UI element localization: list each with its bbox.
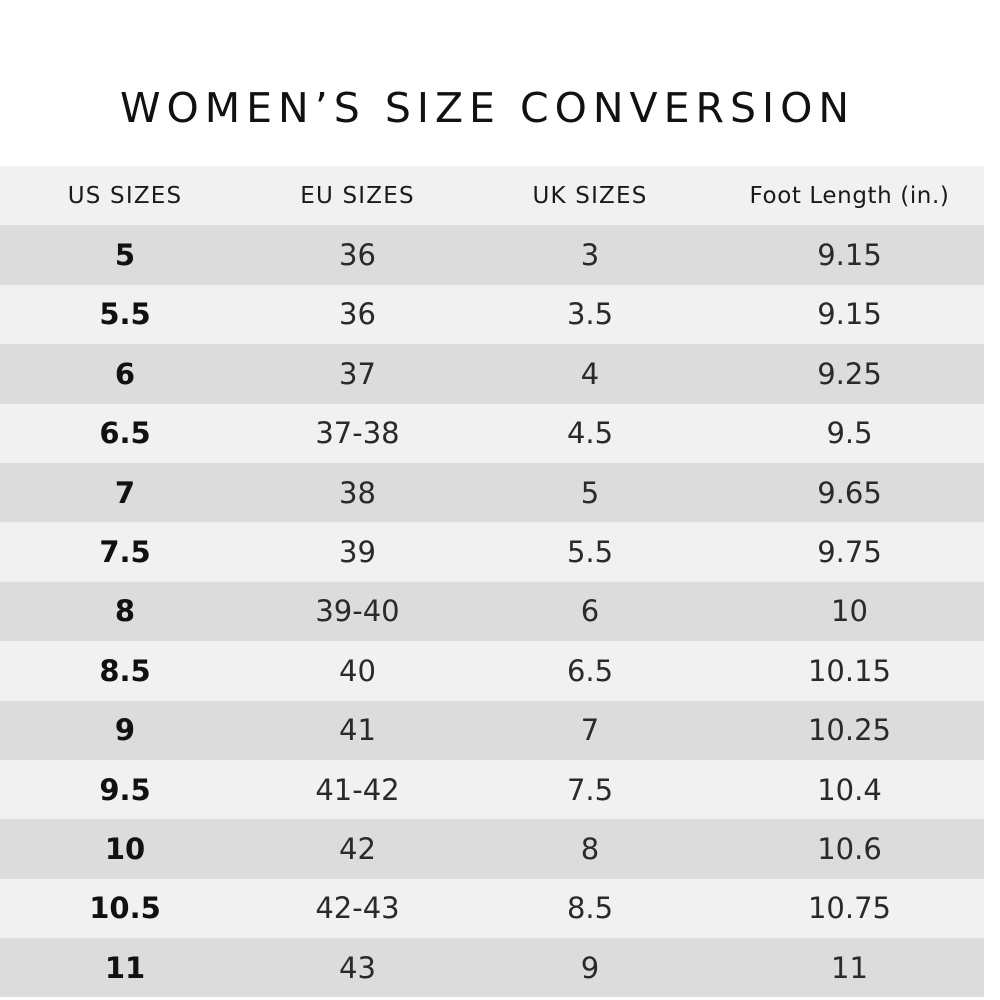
cell-us-size: 9 (114, 713, 136, 748)
cell-us-size: 7.5 (99, 535, 151, 570)
cell-us-size: 10.5 (89, 891, 161, 926)
table-row: 6 37 4 9.25 (0, 344, 984, 404)
cell-eu-size: 41 (339, 713, 376, 748)
header-foot-length: Foot Length (in.) (749, 182, 950, 209)
header-us-sizes: US SIZES (67, 182, 183, 209)
header-eu-sizes: EU SIZES (300, 182, 415, 209)
cell-uk-size: 8 (580, 831, 600, 866)
cell-uk-size: 8.5 (566, 891, 614, 926)
cell-foot-length: 10 (831, 594, 868, 629)
table-row: 7.5 39 5.5 9.75 (0, 522, 984, 582)
cell-us-size: 10 (104, 831, 146, 866)
table-body: 5 36 3 9.15 5.5 36 3.5 9.15 6 37 4 9.25 6.5 37-38 4.5 9… (0, 225, 984, 998)
table-row: 9.5 41-42 7.5 10.4 (0, 759, 984, 820)
cell-foot-length: 10.75 (807, 891, 892, 926)
cell-foot-length: 9.25 (817, 356, 882, 391)
cell-uk-size: 5.5 (566, 535, 614, 570)
cell-us-size: 11 (104, 950, 146, 985)
table-row: 8 39-40 6 10 (0, 581, 984, 642)
cell-eu-size: 36 (339, 297, 376, 332)
cell-uk-size: 7.5 (566, 772, 614, 807)
cell-uk-size: 3 (580, 238, 600, 273)
cell-uk-size: 9 (580, 950, 600, 985)
cell-eu-size: 38 (339, 475, 376, 510)
cell-eu-size: 37-38 (315, 416, 400, 451)
cell-uk-size: 4.5 (566, 416, 614, 451)
cell-us-size: 7 (114, 475, 136, 510)
cell-us-size: 8 (114, 594, 136, 629)
cell-uk-size: 3.5 (566, 297, 614, 332)
table-row: 11 43 9 11 (0, 938, 984, 998)
cell-us-size: 5 (114, 238, 136, 273)
cell-eu-size: 40 (339, 653, 376, 688)
cell-us-size: 6.5 (99, 416, 151, 451)
table-row: 5 36 3 9.15 (0, 225, 984, 285)
table-row: 8.5 40 6.5 10.15 (0, 641, 984, 701)
cell-uk-size: 6 (580, 594, 600, 629)
header-uk-sizes: UK SIZES (532, 182, 648, 209)
cell-uk-size: 4 (580, 356, 600, 391)
cell-foot-length: 9.15 (817, 297, 882, 332)
cell-foot-length: 10.15 (807, 653, 892, 688)
table-row: 10 42 8 10.6 (0, 819, 984, 879)
cell-us-size: 9.5 (99, 772, 151, 807)
cell-foot-length: 9.75 (817, 535, 882, 570)
cell-eu-size: 37 (339, 356, 376, 391)
cell-foot-length: 9.15 (817, 238, 882, 273)
cell-uk-size: 6.5 (566, 653, 614, 688)
cell-eu-size: 36 (339, 238, 376, 273)
table-row: 6.5 37-38 4.5 9.5 (0, 403, 984, 463)
cell-us-size: 8.5 (99, 653, 151, 688)
cell-eu-size: 42 (339, 831, 376, 866)
cell-eu-size: 39 (339, 535, 376, 570)
cell-eu-size: 39-40 (315, 594, 400, 629)
cell-uk-size: 7 (580, 713, 600, 748)
table-header-row: US SIZES EU SIZES UK SIZES Foot Length (… (0, 166, 984, 226)
page-title: WOMEN’S SIZE CONVERSION (119, 84, 856, 132)
cell-eu-size: 43 (339, 950, 376, 985)
cell-foot-length: 10.25 (807, 713, 892, 748)
cell-foot-length: 11 (831, 950, 868, 985)
table-row: 9 41 7 10.25 (0, 700, 984, 760)
size-conversion-table: US SIZES EU SIZES UK SIZES Foot Length (… (0, 166, 984, 998)
cell-eu-size: 41-42 (315, 772, 400, 807)
table-row: 7 38 5 9.65 (0, 462, 984, 523)
cell-foot-length: 9.65 (817, 475, 882, 510)
cell-us-size: 5.5 (99, 297, 151, 332)
cell-uk-size: 5 (580, 475, 600, 510)
cell-us-size: 6 (114, 356, 136, 391)
cell-foot-length: 10.4 (817, 772, 882, 807)
cell-foot-length: 9.5 (826, 416, 873, 451)
table-row: 10.5 42-43 8.5 10.75 (0, 878, 984, 939)
table-row: 5.5 36 3.5 9.15 (0, 284, 984, 345)
cell-foot-length: 10.6 (817, 831, 882, 866)
cell-eu-size: 42-43 (315, 891, 400, 926)
